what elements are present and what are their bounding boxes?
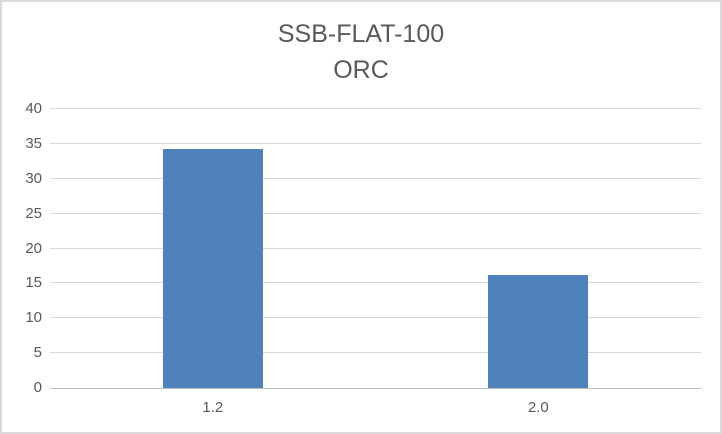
bar-1.2: [162, 149, 263, 388]
chart-title: SSB-FLAT-100: [277, 20, 445, 48]
gridline: [50, 142, 701, 144]
x-tick-label: 2.0: [527, 399, 549, 416]
gridline: [50, 108, 701, 109]
y-tick-label: 30: [25, 169, 42, 187]
gridline: [50, 247, 701, 249]
y-tick-label: 5: [33, 344, 42, 362]
gridline: [50, 282, 701, 284]
plot-area: [50, 108, 701, 389]
gridline: [50, 212, 701, 214]
gridline: [50, 317, 701, 319]
y-tick-label: 35: [25, 134, 42, 152]
gridline: [50, 352, 701, 354]
y-tick-label: 25: [25, 204, 42, 222]
chart-title-block: SSB-FLAT-100 ORC: [2, 16, 720, 88]
y-tick-label: 40: [25, 100, 42, 117]
x-tick-label: 1.2: [202, 399, 224, 416]
y-tick-label: 15: [25, 274, 42, 292]
bar-2.0: [488, 275, 589, 388]
y-axis: 0 5 10 15 20 25 30 35 40: [2, 2, 42, 432]
y-tick-label: 0: [33, 379, 42, 396]
chart-subtitle: ORC: [333, 56, 389, 84]
y-tick-label: 20: [25, 239, 42, 257]
y-tick-label: 10: [25, 309, 42, 327]
gridline: [50, 177, 701, 179]
x-axis: 1.2 2.0: [50, 398, 701, 422]
